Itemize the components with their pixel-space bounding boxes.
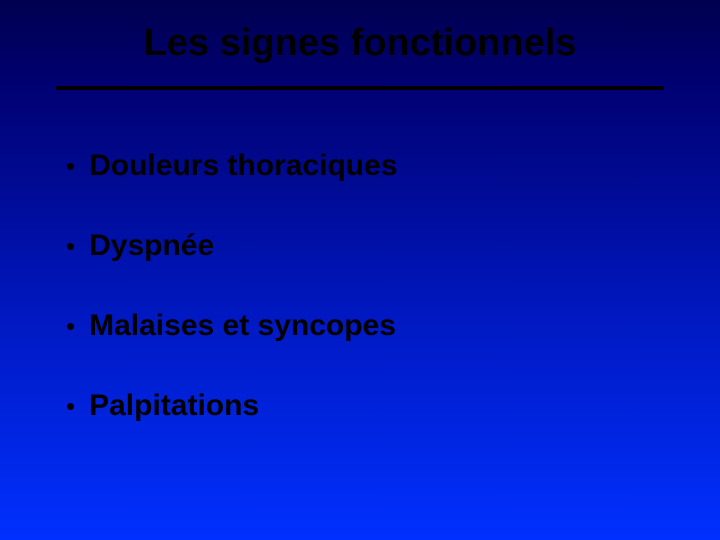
bullet-marker: •	[66, 388, 75, 424]
bullet-marker: •	[66, 228, 75, 264]
list-item: • Malaises et syncopes	[66, 308, 680, 344]
bullet-marker: •	[66, 148, 75, 184]
list-item: • Dyspnée	[66, 228, 680, 264]
bullet-text: Dyspnée	[89, 228, 214, 264]
bullet-text: Malaises et syncopes	[89, 308, 396, 344]
slide: Les signes fonctionnels • Douleurs thora…	[0, 0, 720, 540]
title-underline	[56, 86, 664, 90]
bullet-text: Palpitations	[89, 388, 259, 424]
bullet-marker: •	[66, 308, 75, 344]
list-item: • Douleurs thoraciques	[66, 148, 680, 184]
slide-title: Les signes fonctionnels	[0, 22, 720, 65]
list-item: • Palpitations	[66, 388, 680, 424]
slide-content: • Douleurs thoraciques • Dyspnée • Malai…	[66, 148, 680, 468]
bullet-text: Douleurs thoraciques	[89, 148, 397, 184]
